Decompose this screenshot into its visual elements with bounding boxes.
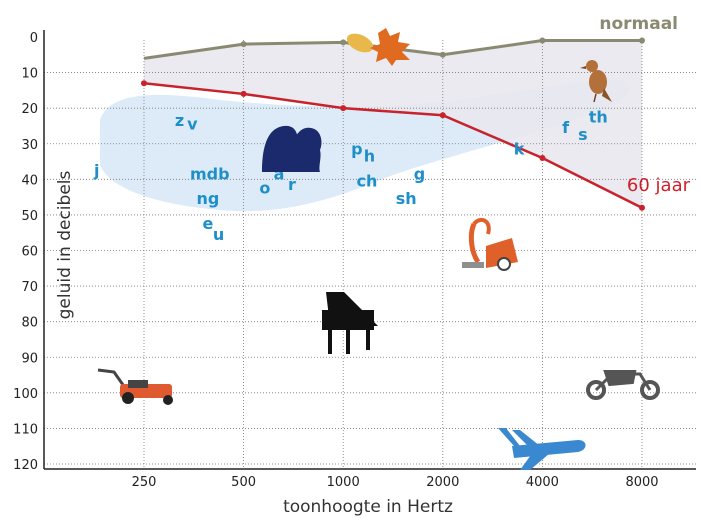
series-label-normaal: normaal: [599, 14, 678, 34]
phoneme-label: mdb: [190, 164, 230, 183]
y-tick-label: 70: [21, 280, 38, 295]
x-tick-label: 500: [231, 475, 256, 490]
y-tick-label: 20: [21, 102, 38, 117]
x-tick-label: 4000: [526, 475, 559, 490]
x-axis-label: toonhoogte in Hertz: [283, 497, 453, 517]
x-tick-label: 1000: [327, 475, 360, 490]
series-point: [340, 105, 346, 111]
phoneme-label: h: [364, 147, 375, 166]
y-tick-label: 90: [21, 351, 38, 366]
x-tick-label: 250: [132, 475, 157, 490]
y-tick-label: 120: [13, 458, 38, 473]
y-axis-label: geluid in decibels: [55, 170, 75, 319]
phoneme-label: o: [259, 179, 270, 198]
x-tick-label: 8000: [625, 475, 658, 490]
phoneme-label: sh: [396, 189, 417, 208]
series-point: [639, 205, 645, 211]
phoneme-label: z: [175, 111, 184, 130]
phoneme-label: th: [589, 107, 608, 126]
phoneme-label: ch: [357, 171, 378, 190]
phoneme-label: u: [213, 225, 224, 244]
y-tick-label: 50: [21, 209, 38, 224]
phoneme-label: k: [514, 139, 525, 158]
y-tick-label: 60: [21, 245, 38, 260]
series-point: [539, 38, 545, 44]
series-label-60-jaar: 60 jaar: [627, 175, 691, 196]
phoneme-label: g: [414, 164, 425, 183]
motorcycle-icon: [588, 372, 658, 398]
vacuum-cleaner-icon: [462, 220, 518, 270]
series-point: [241, 91, 247, 97]
series-point: [440, 112, 446, 118]
phoneme-label: j: [93, 161, 99, 180]
lawnmower-icon: [98, 370, 173, 405]
x-tick-label: 2000: [426, 475, 459, 490]
series-point: [241, 41, 247, 47]
series-point: [539, 155, 545, 161]
phoneme-label: p: [351, 139, 362, 158]
y-tick-label: 30: [21, 138, 38, 153]
piano-icon: [322, 292, 378, 354]
phoneme-label: e: [202, 214, 213, 233]
series-point: [141, 80, 147, 86]
phoneme-label: f: [562, 118, 570, 137]
phoneme-label: s: [578, 125, 588, 144]
series-point: [440, 52, 446, 58]
y-tick-label: 10: [21, 67, 38, 82]
y-tick-label: 110: [13, 422, 38, 437]
y-tick-label: 40: [21, 173, 38, 188]
series-point: [639, 38, 645, 44]
y-tick-label: 100: [13, 387, 38, 402]
series-point: [340, 39, 346, 45]
y-tick-label: 0: [30, 31, 38, 46]
phoneme-label: v: [187, 115, 198, 134]
phoneme-label: ng: [196, 189, 219, 208]
phoneme-label: r: [288, 175, 296, 194]
y-tick-label: 80: [21, 316, 38, 331]
